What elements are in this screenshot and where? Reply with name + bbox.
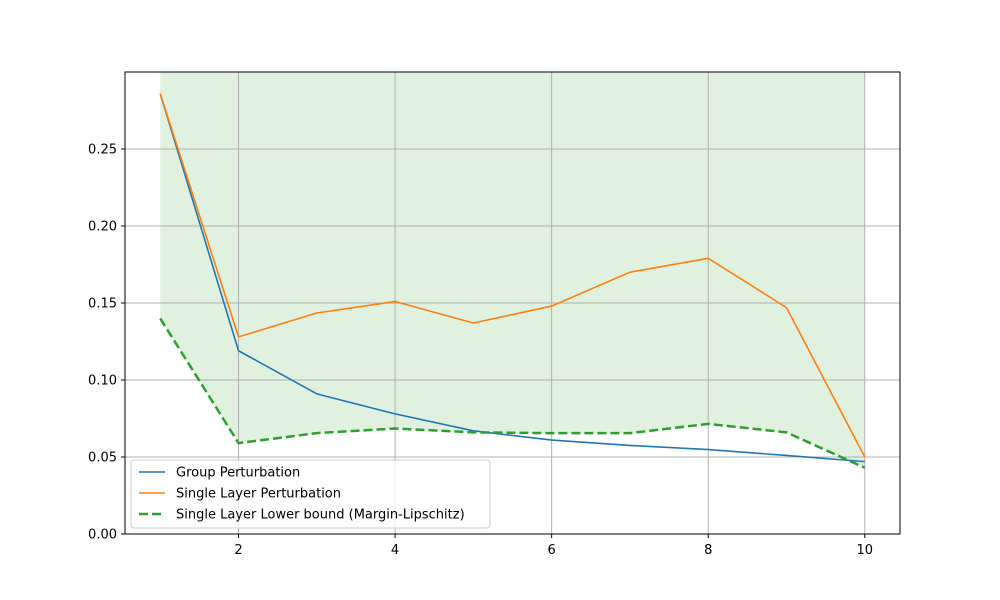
series-layer [159,93,866,469]
y-tick-label: 0.25 [88,143,117,158]
y-tick-label: 0.15 [88,297,117,312]
legend-label-3: Single Layer Lower bound (Margin-Lipschi… [176,508,465,523]
y-tick-label: 0.10 [88,374,117,389]
y-tick-label: 0.00 [88,528,117,543]
x-axis: 2 4 6 8 10 [234,534,873,558]
series-line-1 [159,93,865,463]
legend: Group Perturbation Single Layer Perturbat… [130,459,491,529]
legend-label-2: Single Layer Perturbation [176,487,341,502]
legend-label-1: Group Perturbation [176,466,300,481]
x-tick-label: 6 [548,543,556,558]
y-axis: 0.00 0.05 0.10 0.15 0.20 0.25 [88,143,125,543]
x-tick-label: 8 [704,543,712,558]
series-line-2 [159,93,866,458]
x-tick-label: 4 [391,543,399,558]
y-tick-label: 0.20 [88,220,117,235]
shaded-band [160,72,865,468]
x-tick-label: 2 [234,543,242,558]
series-line-3 [159,317,866,469]
shaded-region-layer [160,72,865,468]
y-tick-label: 0.05 [88,451,117,466]
legend-box [130,459,491,529]
x-tick-label: 10 [856,543,873,558]
